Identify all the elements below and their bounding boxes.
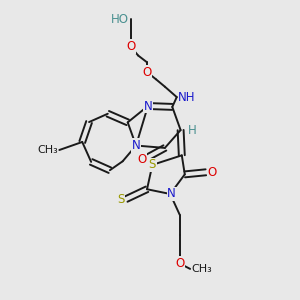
- Text: HO: HO: [111, 13, 129, 26]
- Text: N: N: [132, 139, 140, 152]
- Text: CH₃: CH₃: [37, 145, 58, 155]
- Text: NH: NH: [178, 91, 196, 103]
- Text: O: O: [207, 166, 217, 179]
- Text: N: N: [143, 100, 152, 112]
- Text: S: S: [117, 193, 125, 206]
- Text: O: O: [142, 66, 152, 79]
- Text: O: O: [126, 40, 135, 53]
- Text: S: S: [149, 158, 156, 171]
- Text: H: H: [188, 124, 197, 136]
- Text: O: O: [175, 257, 184, 270]
- Text: N: N: [167, 188, 176, 200]
- Text: CH₃: CH₃: [192, 265, 212, 275]
- Text: O: O: [137, 153, 146, 166]
